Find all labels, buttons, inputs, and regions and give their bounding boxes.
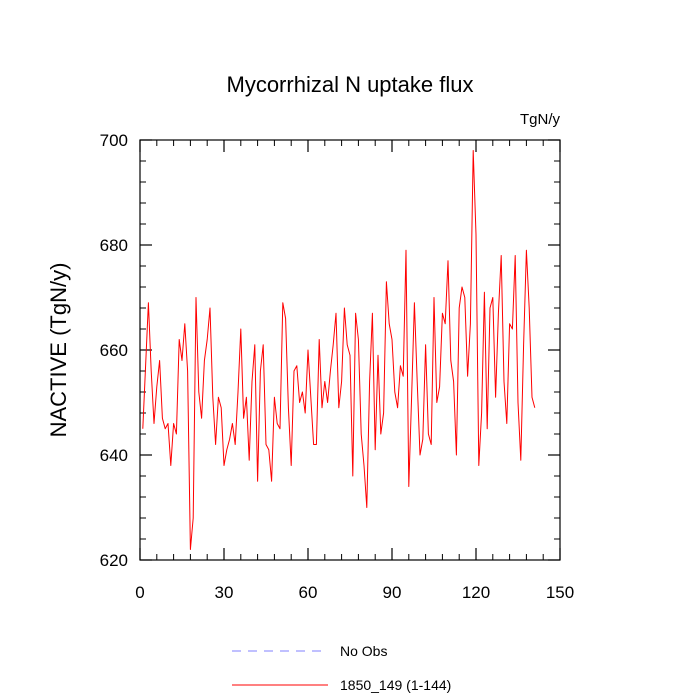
y-axis-label: NACTIVE (TgN/y) <box>46 263 71 438</box>
axis-ticks: 0 30 60 90 120 150 620 640 660 680 700 <box>100 131 575 602</box>
x-tick-label: 0 <box>135 583 144 602</box>
legend: No Obs 1850_149 (1-144) <box>232 643 451 693</box>
y-tick-label: 620 <box>100 551 128 570</box>
x-tick-label: 90 <box>383 583 402 602</box>
chart-title: Mycorrhizal N uptake flux <box>227 72 474 97</box>
legend-label: No Obs <box>340 643 387 659</box>
x-tick-label: 30 <box>215 583 234 602</box>
units-label: TgN/y <box>520 111 561 128</box>
x-tick-label: 60 <box>299 583 318 602</box>
legend-label: 1850_149 (1-144) <box>340 677 451 693</box>
x-tick-label: 120 <box>462 583 490 602</box>
y-tick-label: 680 <box>100 236 128 255</box>
y-tick-label: 700 <box>100 131 128 150</box>
y-tick-label: 640 <box>100 446 128 465</box>
x-tick-label: 150 <box>546 583 574 602</box>
y-tick-label: 660 <box>100 341 128 360</box>
series-line <box>142 150 536 550</box>
series-group <box>142 150 536 550</box>
